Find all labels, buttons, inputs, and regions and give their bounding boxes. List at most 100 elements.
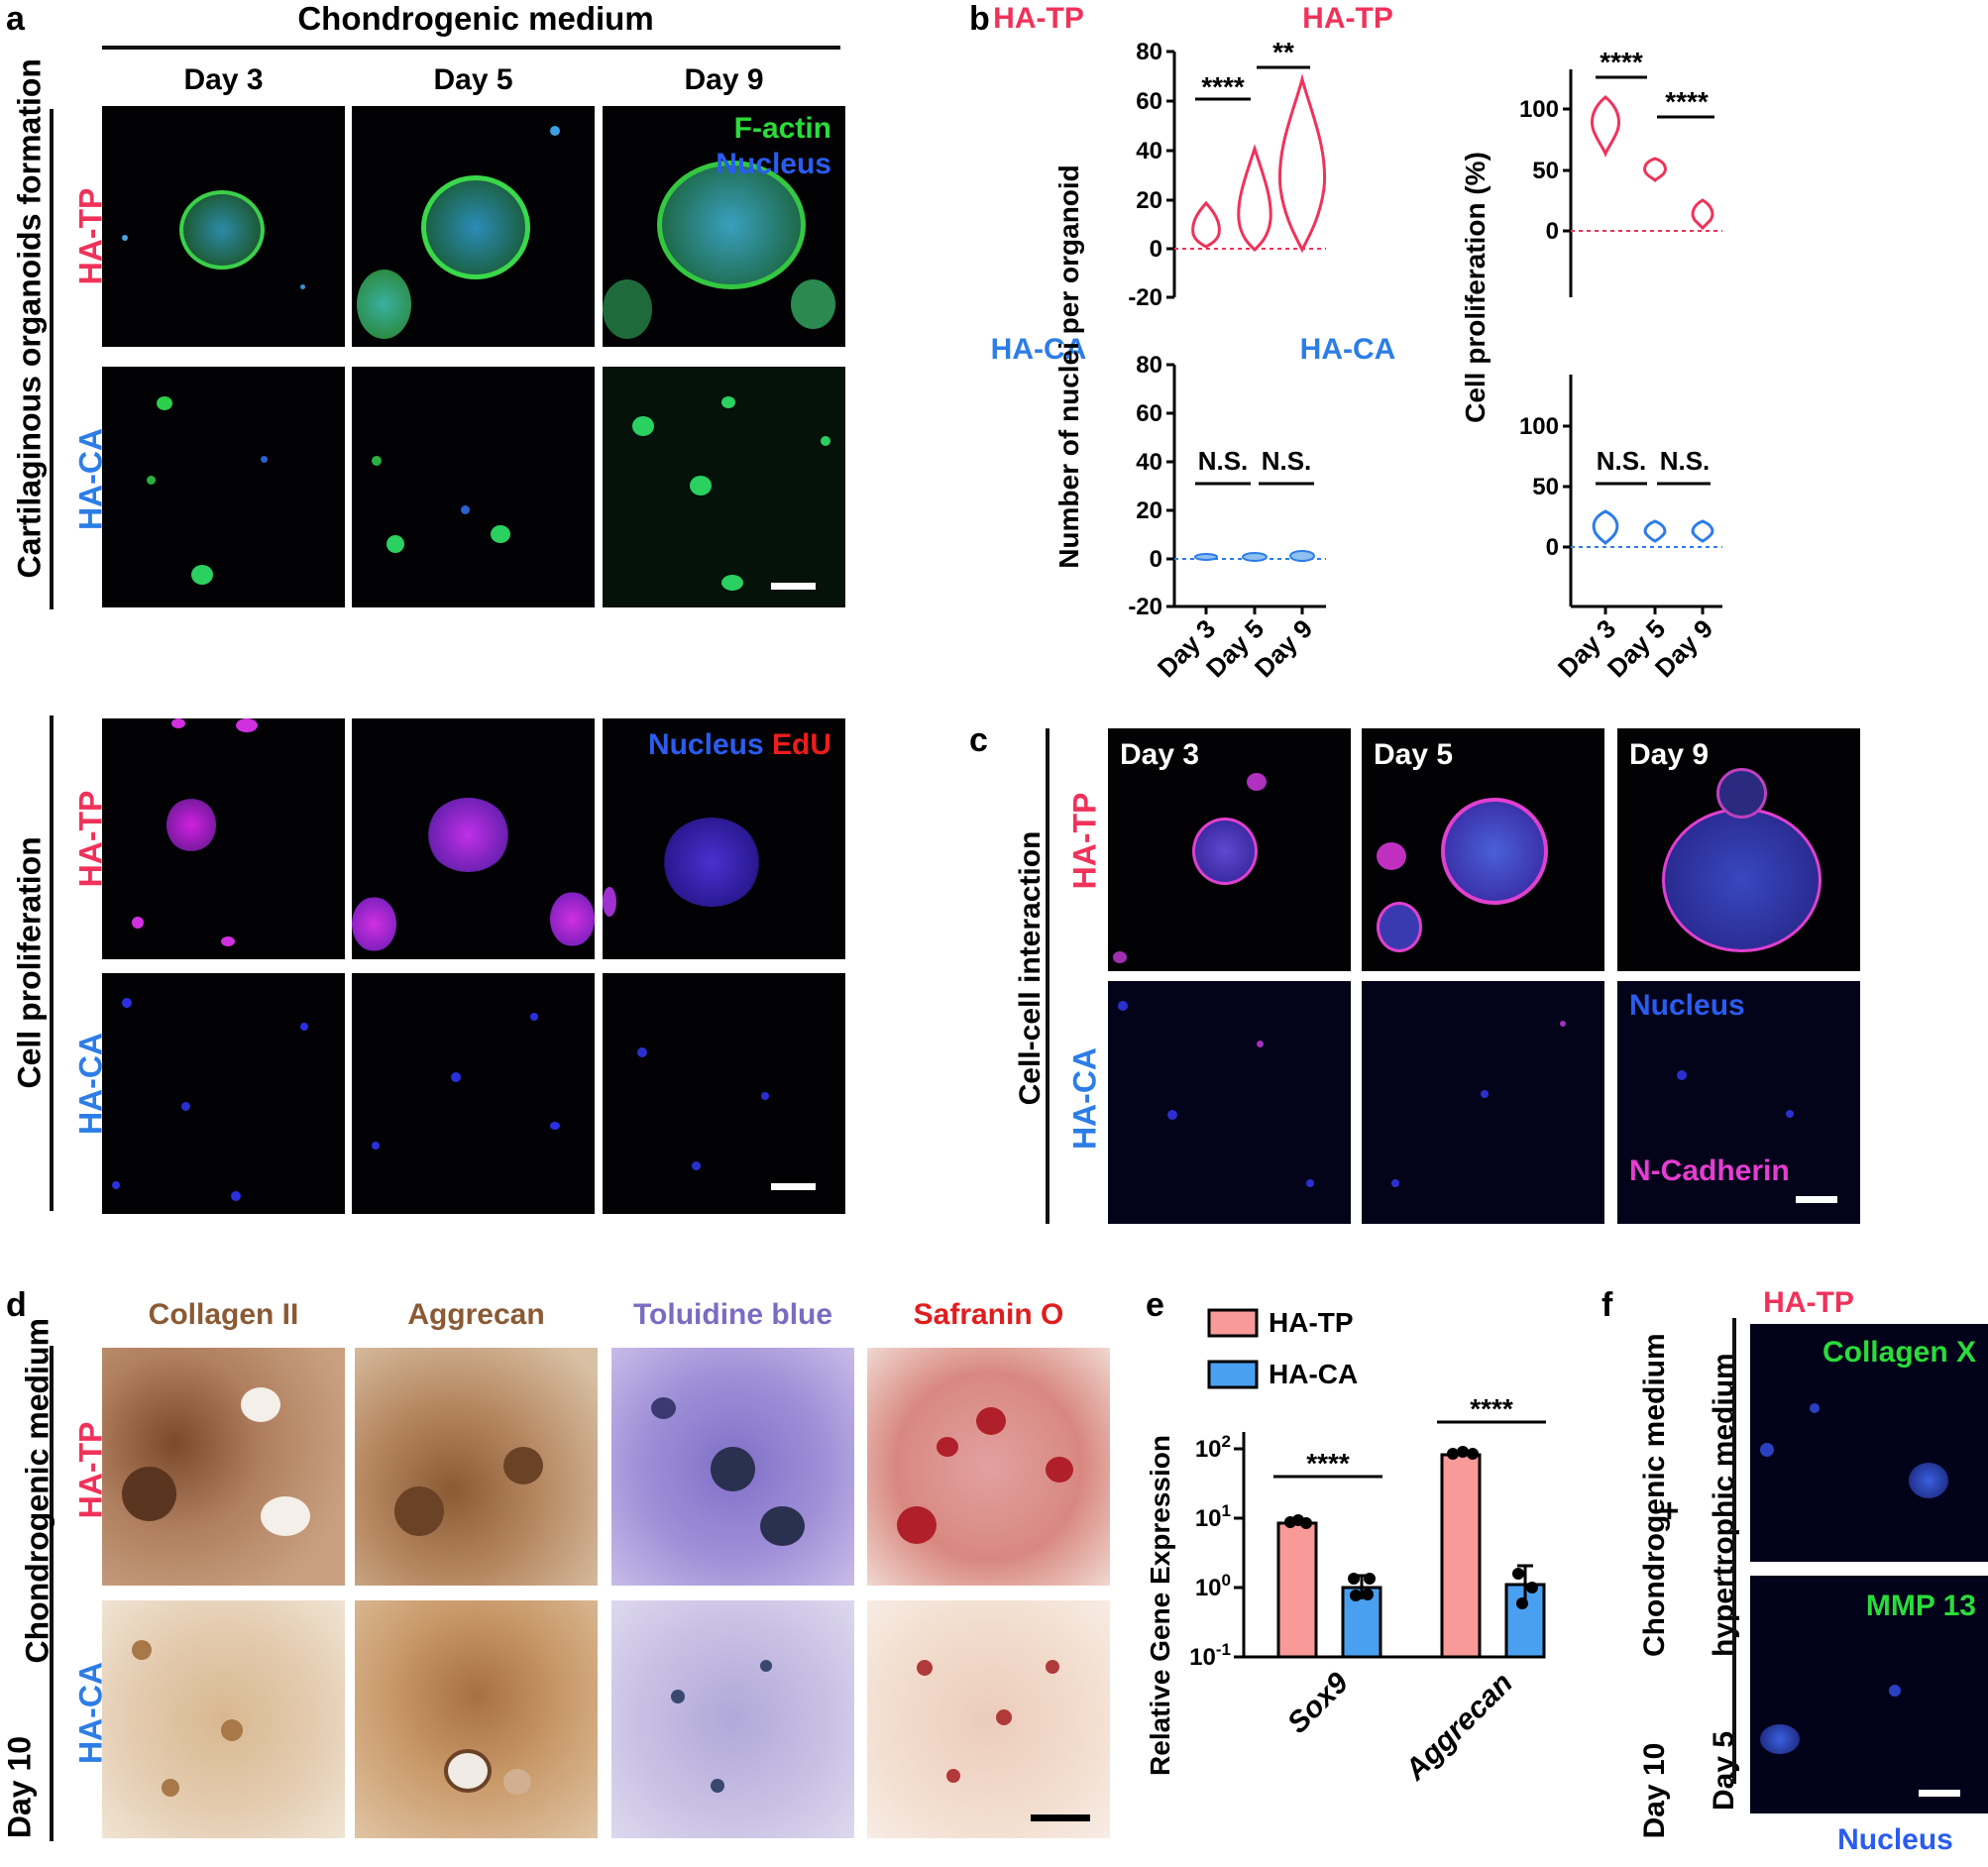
panel-e-sig	[1273, 1420, 1546, 1479]
image-c-ca-day9: Nucleus N-Cadherin	[1617, 981, 1860, 1224]
svg-text:80: 80	[1136, 352, 1162, 379]
panel-d-side-bottom: Day 10	[1, 1735, 38, 1839]
image-c-tp-day5: Day 5	[1362, 728, 1604, 971]
panel-e-sig2: ****	[1470, 1393, 1513, 1424]
image-a-ca-day3	[102, 367, 345, 607]
svg-text:-20: -20	[1128, 594, 1162, 620]
chart1-sig	[1195, 65, 1310, 101]
label-c-ncadherin: N-Cadherin	[1629, 1154, 1790, 1187]
image-a-ca-day9	[603, 367, 845, 607]
image-d-ca-toluidine	[611, 1600, 854, 1838]
chart2-violins	[1591, 95, 1714, 231]
panel-f-line	[1732, 1318, 1736, 1784]
image-d-tp-aggrecan	[355, 1348, 598, 1586]
svg-text:40: 40	[1136, 449, 1162, 476]
image-d-ca-collagen	[102, 1600, 345, 1838]
violin-tp-nuclei-day5	[1237, 144, 1272, 253]
image-a-edu-tp-day5	[352, 718, 595, 959]
panel-letter-e: e	[1146, 1286, 1164, 1324]
chart-left-ylabel: Number of nuclei per organoid	[1053, 165, 1084, 569]
chart3-sig2: N.S.	[1262, 446, 1312, 476]
chart4-sig2: N.S.	[1660, 446, 1711, 476]
panel-e-sig1: ****	[1306, 1448, 1350, 1479]
chart4-xticks: Day 3 Day 5 Day 9	[1552, 613, 1718, 683]
svg-text:100: 100	[1519, 96, 1559, 123]
label-mmp13: MMP 13	[1865, 1590, 1976, 1622]
svg-text:40: 40	[1136, 138, 1162, 165]
image-a-edu-ca-day5	[352, 973, 595, 1214]
violin-ca-prolif-day3	[1592, 509, 1619, 546]
svg-text:100: 100	[1195, 1571, 1231, 1601]
svg-text:102: 102	[1195, 1432, 1231, 1463]
svg-text:60: 60	[1136, 88, 1162, 115]
label-c-day5: Day 5	[1374, 738, 1454, 771]
image-d-tp-collagen	[102, 1348, 345, 1586]
svg-text:0: 0	[1150, 236, 1162, 263]
image-c-ca-day3	[1108, 981, 1351, 1224]
svg-text:100: 100	[1519, 413, 1559, 440]
violin-ca-prolif-day9	[1691, 519, 1714, 543]
panel-f-side-plus: +	[1650, 1500, 1689, 1521]
chart4-axes	[1563, 375, 1722, 614]
svg-text:10-1: 10-1	[1189, 1640, 1231, 1671]
label-c-day3: Day 3	[1120, 738, 1200, 771]
panel-e-xlabel-aggrecan: Aggrecan	[1398, 1667, 1519, 1788]
image-d-ca-safranin	[867, 1600, 1110, 1838]
image-c-tp-day3: Day 3	[1108, 728, 1351, 971]
panel-letter-d: d	[6, 1286, 27, 1324]
image-a-edu-ca-day9	[603, 973, 845, 1214]
panel-a-section2-label: Cell proliferation	[11, 836, 48, 1089]
image-f-collagenx: Collagen X	[1750, 1324, 1988, 1562]
violin-ca-prolif-day5	[1643, 519, 1667, 543]
violin-ca-nuclei-day3	[1194, 553, 1218, 561]
violin-ca-nuclei-day9	[1289, 550, 1315, 562]
label-c-nucleus: Nucleus	[1629, 989, 1745, 1022]
violin-tp-nuclei-day3	[1191, 200, 1221, 249]
svg-text:0: 0	[1546, 218, 1559, 245]
chart1-axes	[1166, 50, 1176, 299]
panel-a-header: Chondrogenic medium	[297, 0, 654, 37]
chart3-xticks: Day 3 Day 5 Day 9	[1152, 613, 1318, 683]
scale-bar-d	[1031, 1814, 1090, 1821]
chart3-sig1: N.S.	[1198, 446, 1249, 476]
panel-letter-f: f	[1601, 1286, 1613, 1324]
panel-d-line	[50, 1346, 54, 1841]
bar-sox9-hatp	[1276, 1521, 1318, 1659]
legend-swatch-hatp	[1207, 1308, 1259, 1338]
panel-c-line	[1046, 728, 1049, 1224]
chart2-sig2: ****	[1665, 86, 1709, 117]
panel-d-side-top: Chondrogenic medium	[19, 1318, 55, 1664]
svg-text:50: 50	[1532, 158, 1559, 184]
violin-tp-nuclei-day9	[1277, 73, 1327, 254]
panel-a-day3: Day 3	[183, 63, 264, 96]
legend-label-haca: HA-CA	[1269, 1359, 1358, 1389]
violin-tp-prolif-day5	[1643, 157, 1667, 183]
image-a-tp-day9: F-actin Nucleus	[603, 106, 845, 347]
violin-tp-prolif-day9	[1691, 198, 1714, 231]
label-nucleus-a2: Nucleus	[647, 728, 764, 761]
image-c-ca-day5	[1362, 981, 1604, 1224]
chart1-sig1: ****	[1201, 71, 1245, 102]
panel-letter-b: b	[969, 0, 990, 38]
panel-a-section2-line	[50, 715, 54, 1211]
panel-b-charts: HA-TP HA-TP HA-CA HA-CA Number of nuclei…	[991, 2, 1722, 683]
svg-text:60: 60	[1136, 400, 1162, 427]
scale-bar-a2	[771, 1183, 816, 1190]
image-a-ca-day5	[352, 367, 595, 607]
chart4-yticks: 100 50 0	[1519, 413, 1559, 561]
label-collagen-x: Collagen X	[1822, 1336, 1976, 1369]
panel-letter-c: c	[969, 721, 988, 759]
image-d-tp-toluidine	[611, 1348, 854, 1586]
svg-text:50: 50	[1532, 474, 1559, 500]
panel-c-row-hatp: HA-TP	[1066, 792, 1103, 890]
chart3-violins	[1194, 550, 1315, 562]
panel-e-yticks: 102 101 100 10-1	[1189, 1432, 1231, 1671]
scale-bar-a1	[771, 583, 816, 590]
panel-f-nucleus-label: Nucleus	[1837, 1823, 1953, 1856]
image-a-edu-tp-day3	[102, 718, 345, 959]
svg-text:0: 0	[1546, 534, 1559, 561]
chart1-title: HA-TP	[993, 2, 1084, 35]
image-a-tp-day3	[102, 106, 345, 347]
image-c-tp-day9: Day 9	[1617, 728, 1860, 971]
legend-label-hatp: HA-TP	[1269, 1307, 1354, 1338]
